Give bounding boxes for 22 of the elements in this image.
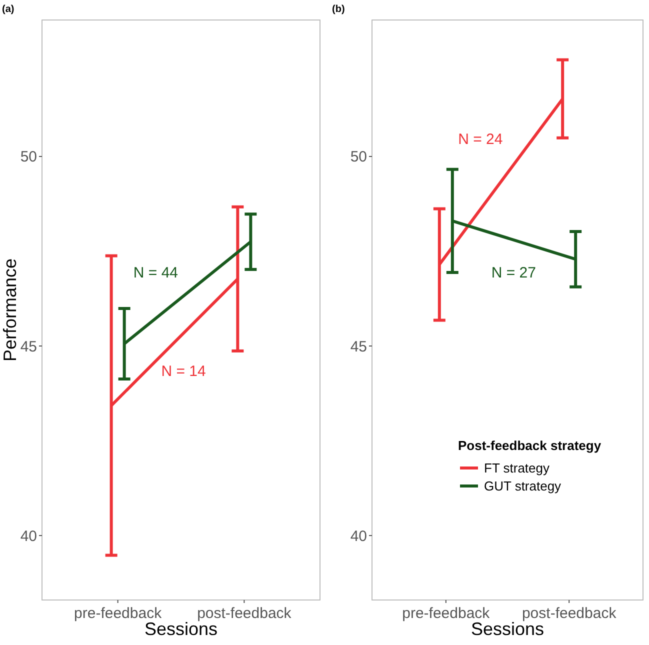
annotation: N = 14 [161,363,206,380]
y-tick-label: 40 [350,528,367,545]
y-tick-label: 40 [20,528,37,545]
x-tick-label: post-feedback [522,605,617,622]
legend-label: FT strategy [484,460,550,476]
annotation: N = 27 [491,264,536,282]
y-tick-label: 45 [350,338,367,356]
x-axis-title: Sessions [470,619,544,639]
y-axis-title: Performance [0,258,20,362]
y-tick-label: 50 [20,148,37,166]
annotation: N = 24 [458,131,503,148]
chart-title: (b) [332,4,345,15]
x-tick-label: post-feedback [197,605,292,622]
y-tick-label: 45 [20,338,37,356]
legend-title: Post-feedback strategy [458,438,602,453]
y-tick-label: 50 [350,148,367,166]
x-tick-label: pre-feedback [402,605,490,622]
legend-label: GUT strategy [484,478,562,494]
annotation: N = 44 [133,264,178,282]
chart-title: (a) [2,4,14,15]
x-axis-title: Sessions [144,619,218,639]
x-tick-label: pre-feedback [74,605,162,622]
